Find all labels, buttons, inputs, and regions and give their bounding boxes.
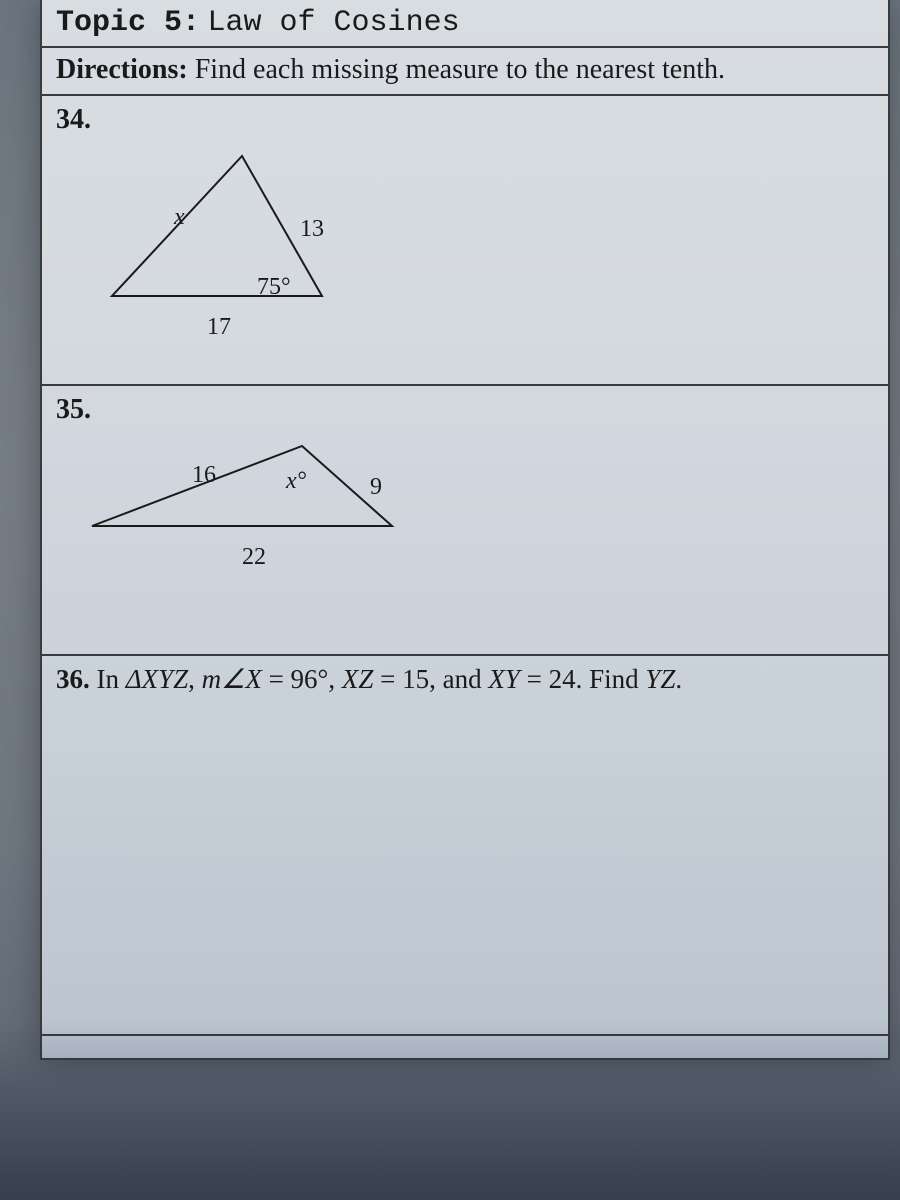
p36-eq2: = 15, and [373, 664, 488, 694]
triangle-34: x 13 17 75° [112, 156, 362, 356]
p36-in: In [97, 664, 126, 694]
problem-34: 34. x 13 17 75° [42, 96, 888, 386]
p36-xz: XZ [342, 664, 374, 694]
label-angle-75: 75° [257, 274, 291, 301]
label-side-22: 22 [242, 544, 266, 571]
label-side-16: 16 [192, 462, 216, 489]
triangle-35: 16 9 22 x° [92, 446, 432, 586]
topic-title: Law of Cosines [208, 6, 460, 40]
problem-number-34: 34. [42, 96, 888, 144]
directions-text: Find each missing measure to the nearest… [195, 54, 725, 85]
directions-label: Directions: [56, 54, 188, 85]
p36-angle: ∠X [221, 664, 262, 694]
problem-36-text: 36. In ΔXYZ, m∠X = 96°, XZ = 15, and XY … [42, 656, 888, 703]
label-angle-x: x° [286, 468, 306, 495]
p36-yz: YZ [645, 664, 675, 694]
p36-tri: ΔXYZ [126, 664, 188, 694]
label-side-9: 9 [370, 474, 382, 501]
problem-36: 36. In ΔXYZ, m∠X = 96°, XZ = 15, and XY … [42, 656, 888, 1036]
p36-xy: XY [488, 664, 520, 694]
label-side-17: 17 [207, 314, 231, 341]
label-side-13: 13 [300, 216, 324, 243]
triangle-34-svg [112, 156, 362, 356]
p36-c1: , [188, 664, 202, 694]
p36-eq1: = 96°, [262, 664, 342, 694]
worksheet-page: Topic 5: Law of Cosines Directions: Find… [40, 0, 890, 1060]
p36-m: m [202, 664, 222, 694]
triangle-35-shape [92, 446, 392, 526]
problem-number-35: 35. [42, 386, 888, 434]
label-side-x: x [174, 204, 185, 231]
directions-row: Directions: Find each missing measure to… [42, 48, 888, 96]
p36-period: . [675, 664, 682, 694]
topic-row: Topic 5: Law of Cosines [42, 0, 888, 48]
p36-eq3: = 24. Find [520, 664, 646, 694]
problem-35: 35. 16 9 22 x° [42, 386, 888, 656]
topic-label: Topic 5: [56, 6, 200, 40]
problem-number-36: 36. [56, 664, 90, 694]
